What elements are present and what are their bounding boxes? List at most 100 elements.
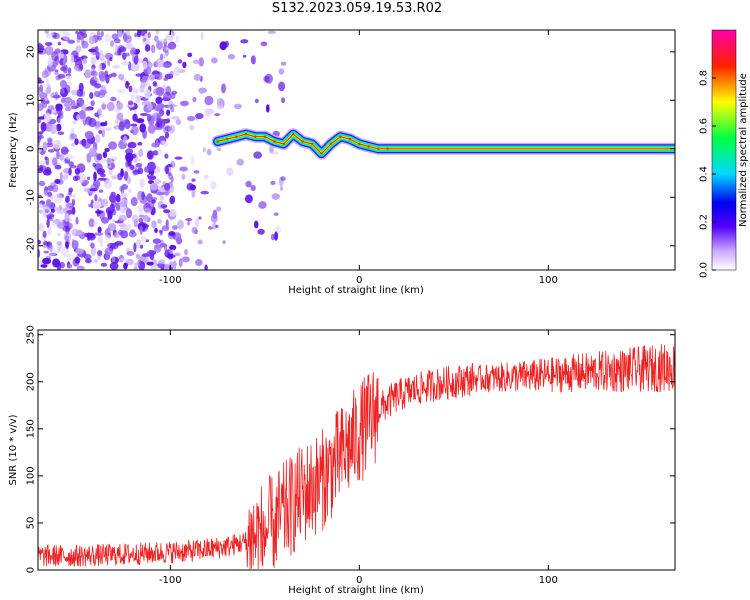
- colorbar-tick-label: 0.6: [699, 118, 710, 134]
- noise-blob: [43, 206, 51, 211]
- noise-blob: [93, 171, 97, 182]
- noise-blob: [108, 141, 117, 150]
- snr-frame: [37, 329, 676, 571]
- noise-blob: [109, 57, 113, 62]
- noise-blob: [67, 67, 72, 74]
- noise-blob: [104, 120, 108, 127]
- noise-blob: [153, 73, 161, 78]
- noise-blob: [88, 218, 95, 228]
- noise-blob: [104, 33, 111, 43]
- noise-blob: [151, 220, 157, 229]
- noise-blob: [107, 209, 113, 220]
- noise-blob: [83, 179, 89, 186]
- noise-blob: [111, 218, 116, 223]
- noise-blob: [57, 109, 64, 116]
- noise-blob: [171, 90, 178, 95]
- noise-blob: [240, 39, 249, 44]
- ridge-point: [320, 152, 323, 155]
- noise-blob: [94, 51, 101, 57]
- noise-blob: [60, 247, 70, 257]
- noise-blob: [76, 89, 84, 97]
- noise-blob: [161, 97, 171, 102]
- noise-blob: [54, 179, 61, 184]
- noise-blob: [98, 70, 105, 79]
- noise-blob: [120, 193, 128, 198]
- noise-blob: [193, 170, 200, 174]
- noise-blob: [74, 256, 81, 264]
- noise-blob: [56, 222, 66, 229]
- noise-blob: [164, 131, 170, 139]
- noise-blob: [242, 54, 247, 58]
- noise-blob: [125, 152, 134, 163]
- noise-blob: [273, 212, 279, 216]
- noise-blob: [86, 176, 91, 180]
- noise-blob: [166, 109, 171, 116]
- noise-blob: [81, 55, 88, 60]
- noise-blob: [104, 234, 111, 241]
- noise-blob: [38, 91, 42, 95]
- noise-blob: [139, 225, 143, 235]
- noise-blob: [177, 219, 185, 230]
- noise-blob: [169, 195, 176, 204]
- noise-blob: [127, 176, 131, 185]
- noise-blob: [169, 208, 177, 217]
- noise-blob: [253, 220, 259, 229]
- noise-blob: [40, 122, 47, 132]
- noise-blob: [138, 58, 143, 64]
- noise-blob: [163, 77, 168, 81]
- noise-blob: [160, 239, 165, 249]
- noise-blob: [191, 178, 196, 182]
- noise-blob: [60, 66, 67, 72]
- noise-blob: [39, 84, 44, 92]
- noise-blob: [59, 153, 64, 161]
- noise-blob: [159, 53, 164, 61]
- noise-blob: [107, 223, 117, 232]
- noise-blob: [111, 255, 116, 264]
- noise-blob: [146, 193, 153, 203]
- noise-blob: [166, 254, 176, 259]
- spectrogram-noise: [38, 30, 287, 270]
- noise-blob: [147, 161, 156, 172]
- noise-blob: [198, 57, 204, 67]
- noise-blob: [125, 30, 130, 35]
- noise-blob: [250, 185, 256, 191]
- noise-blob: [191, 188, 196, 198]
- noise-blob: [194, 229, 198, 234]
- noise-blob: [62, 31, 71, 41]
- noise-blob: [195, 259, 203, 266]
- noise-blob: [214, 113, 221, 117]
- noise-blob: [131, 214, 139, 224]
- noise-blob: [176, 237, 183, 245]
- noise-blob: [140, 244, 144, 249]
- noise-blob: [38, 203, 43, 208]
- noise-blob: [117, 30, 123, 38]
- noise-blob: [181, 173, 186, 180]
- noise-blob: [233, 103, 242, 110]
- noise-blob: [47, 191, 52, 197]
- noise-blob: [115, 118, 119, 125]
- noise-blob: [157, 191, 166, 196]
- noise-blob: [92, 200, 102, 210]
- noise-blob: [134, 33, 139, 38]
- noise-blob: [90, 246, 97, 256]
- noise-blob: [146, 113, 152, 122]
- noise-blob: [126, 251, 135, 256]
- noise-blob: [84, 131, 94, 139]
- noise-blob: [81, 40, 89, 49]
- noise-blob: [245, 180, 252, 188]
- noise-blob: [41, 70, 49, 79]
- noise-blob: [53, 193, 63, 203]
- ridge-point: [367, 145, 370, 148]
- noise-blob: [142, 60, 148, 70]
- noise-blob: [97, 250, 103, 257]
- noise-blob: [84, 107, 92, 112]
- noise-blob: [59, 261, 65, 269]
- noise-blob: [167, 41, 177, 50]
- noise-blob: [78, 110, 84, 115]
- noise-blob: [278, 81, 286, 92]
- noise-blob: [47, 247, 57, 257]
- x-tick-label: 0: [356, 275, 362, 286]
- y-tick-label: -20: [26, 238, 37, 254]
- noise-blob: [98, 210, 106, 220]
- noise-blob: [93, 90, 101, 98]
